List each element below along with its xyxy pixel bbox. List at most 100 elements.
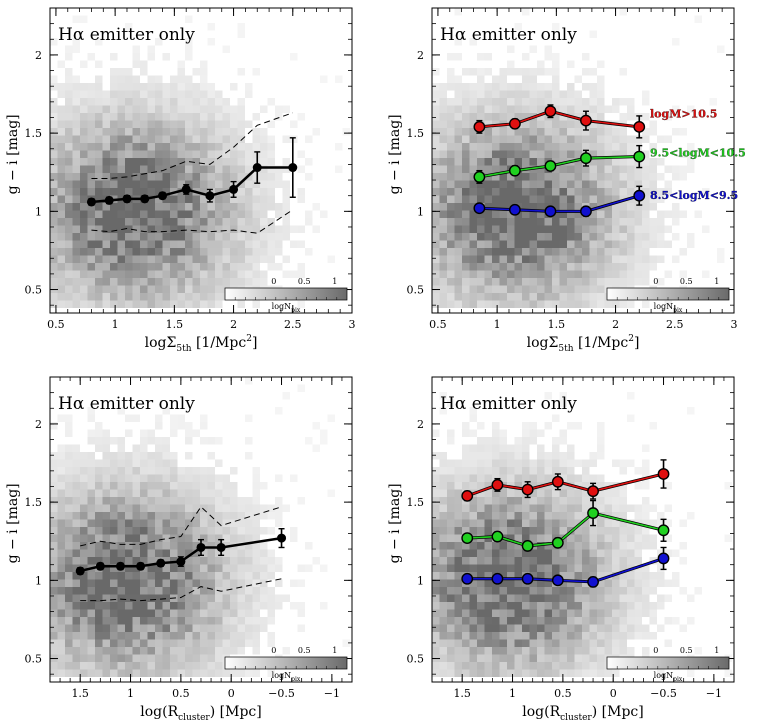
density-cell	[192, 98, 200, 106]
density-cell	[177, 609, 185, 617]
density-cell	[627, 113, 635, 121]
density-cell	[522, 564, 530, 572]
density-cell	[589, 158, 597, 166]
density-cell	[185, 632, 193, 640]
density-cell	[50, 669, 58, 677]
density-cell	[215, 158, 223, 166]
density-cell	[687, 669, 695, 677]
density-cell	[432, 504, 440, 512]
density-cell	[117, 263, 125, 271]
density-cell	[80, 285, 88, 293]
density-cell	[454, 527, 462, 535]
density-cell	[642, 263, 650, 271]
density-cell	[140, 225, 148, 233]
density-cell	[634, 482, 642, 490]
density-cell	[559, 143, 567, 151]
density-cell	[192, 467, 200, 475]
colorbar-tick-label: 1	[332, 646, 337, 655]
density-cell	[50, 278, 58, 286]
density-cell	[57, 128, 65, 136]
density-cell	[469, 542, 477, 550]
density-cell	[627, 587, 635, 595]
density-cell	[574, 527, 582, 535]
density-cell	[522, 594, 530, 602]
density-cell	[552, 414, 560, 422]
density-cell	[432, 165, 440, 173]
density-cell	[589, 180, 597, 188]
density-cell	[537, 534, 545, 542]
density-cell	[252, 210, 260, 218]
density-cell	[102, 143, 110, 151]
density-cell	[672, 579, 680, 587]
density-cell	[597, 482, 605, 490]
density-cell	[147, 158, 155, 166]
density-cell	[522, 624, 530, 632]
density-cell	[454, 654, 462, 662]
density-cell	[57, 225, 65, 233]
density-cell	[537, 624, 545, 632]
density-cell	[612, 587, 620, 595]
density-cell	[267, 195, 275, 203]
density-cell	[170, 527, 178, 535]
density-cell	[477, 572, 485, 580]
density-cell	[140, 270, 148, 278]
density-cell	[155, 225, 163, 233]
density-cell	[245, 180, 253, 188]
density-cell	[117, 444, 125, 452]
density-cell	[529, 617, 537, 625]
density-cell	[544, 225, 552, 233]
density-cell	[582, 504, 590, 512]
density-cell	[170, 474, 178, 482]
density-cell	[544, 143, 552, 151]
x-tick-label: −0.5	[268, 687, 295, 700]
density-cell	[192, 135, 200, 143]
density-cell	[215, 248, 223, 256]
density-cell	[724, 669, 732, 677]
density-cell	[514, 594, 522, 602]
density-cell	[672, 165, 680, 173]
density-cell	[439, 188, 447, 196]
density-cell	[597, 542, 605, 550]
density-cell	[477, 497, 485, 505]
density-cell	[192, 210, 200, 218]
density-cell	[649, 602, 657, 610]
density-cell	[462, 459, 470, 467]
density-cell	[582, 188, 590, 196]
density-cell	[544, 572, 552, 580]
density-cell	[522, 90, 530, 98]
density-cell	[499, 512, 507, 520]
density-cell	[484, 564, 492, 572]
density-cell	[95, 639, 103, 647]
density-cell	[612, 263, 620, 271]
density-cell	[477, 504, 485, 512]
density-cell	[537, 150, 545, 158]
density-cell	[215, 504, 223, 512]
density-cell	[492, 248, 500, 256]
density-cell	[245, 233, 253, 241]
density-cell	[589, 203, 597, 211]
density-cell	[237, 173, 245, 181]
density-cell	[185, 270, 193, 278]
density-cell	[439, 233, 447, 241]
density-cell	[574, 263, 582, 271]
density-cell	[604, 233, 612, 241]
density-cell	[200, 105, 208, 113]
density-cell	[102, 300, 110, 308]
density-cell	[649, 165, 657, 173]
density-cell	[559, 429, 567, 437]
density-cell	[597, 278, 605, 286]
density-cell	[567, 248, 575, 256]
density-cell	[439, 504, 447, 512]
density-cell	[574, 113, 582, 121]
density-cell	[439, 482, 447, 490]
density-cell	[252, 572, 260, 580]
density-cell	[297, 579, 305, 587]
density-cell	[155, 300, 163, 308]
density-cell	[170, 255, 178, 263]
density-cell	[499, 662, 507, 670]
density-cell	[552, 557, 560, 565]
x-tick-label: −1	[324, 687, 340, 700]
density-cell	[147, 557, 155, 565]
density-cell	[245, 195, 253, 203]
density-cell	[619, 467, 627, 475]
